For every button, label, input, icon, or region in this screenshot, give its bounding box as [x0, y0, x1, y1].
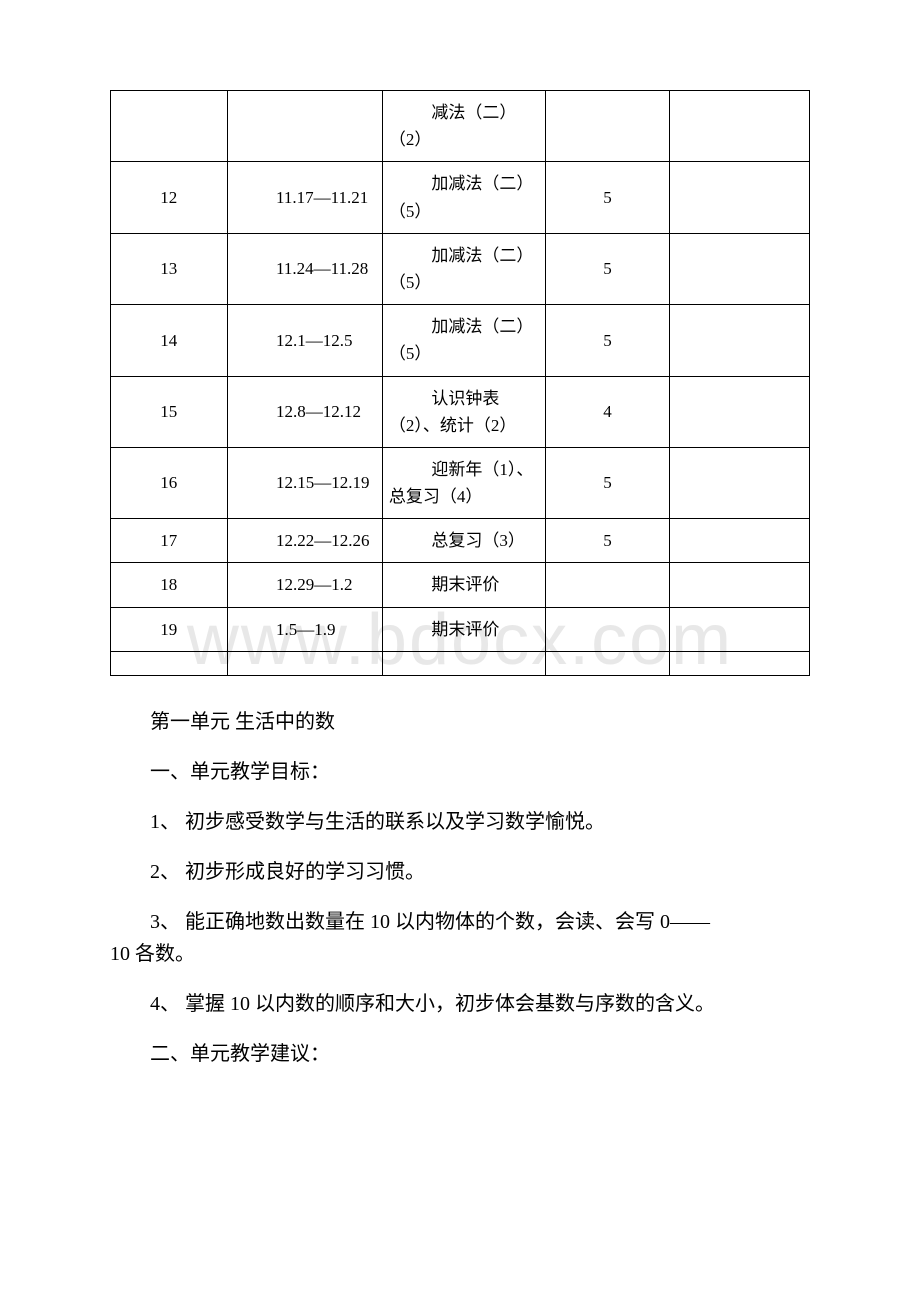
cell-note	[670, 447, 810, 518]
cell-week: 12	[111, 162, 228, 233]
cell-hours	[545, 91, 669, 162]
heading-suggestions: 二、单元教学建议：	[110, 1038, 810, 1070]
table-row: 15 12.8—12.12 认识钟表（2）、统计（2） 4	[111, 376, 810, 447]
heading-objectives: 一、单元教学目标：	[110, 756, 810, 788]
cell-note	[670, 519, 810, 563]
cell-date: 11.17—11.21	[227, 162, 382, 233]
table-row: 13 11.24—11.28 加减法（二）（5） 5	[111, 233, 810, 304]
cell-date: 12.15—12.19	[227, 447, 382, 518]
cell-note	[670, 305, 810, 376]
table-row-empty	[111, 651, 810, 675]
cell-date: 12.29—1.2	[227, 563, 382, 607]
cell-note	[670, 162, 810, 233]
objective-item-continue: 10 各数。	[110, 938, 810, 970]
objective-item: 2、 初步形成良好的学习习惯。	[110, 856, 810, 888]
cell-date: 12.22—12.26	[227, 519, 382, 563]
cell-empty	[545, 651, 669, 675]
cell-content: 认识钟表（2）、统计（2）	[382, 376, 545, 447]
cell-week: 15	[111, 376, 228, 447]
cell-content: 期末评价	[382, 607, 545, 651]
cell-week: 17	[111, 519, 228, 563]
cell-date: 1.5—1.9	[227, 607, 382, 651]
objective-item: 4、 掌握 10 以内数的顺序和大小，初步体会基数与序数的含义。	[110, 988, 810, 1020]
cell-week: 18	[111, 563, 228, 607]
table-row: 12 11.17—11.21 加减法（二）（5） 5	[111, 162, 810, 233]
table-row: 减法（二）（2）	[111, 91, 810, 162]
schedule-table-wrapper: 减法（二）（2） 12 11.17—11.21 加减法（二）（5） 5 13 1…	[110, 90, 810, 676]
cell-week: 13	[111, 233, 228, 304]
cell-empty	[670, 651, 810, 675]
cell-hours	[545, 607, 669, 651]
cell-hours: 5	[545, 233, 669, 304]
cell-content: 总复习（3）	[382, 519, 545, 563]
cell-content: 加减法（二）（5）	[382, 233, 545, 304]
cell-hours	[545, 563, 669, 607]
cell-empty	[227, 651, 382, 675]
cell-note	[670, 91, 810, 162]
cell-date	[227, 91, 382, 162]
table-row: 19 1.5—1.9 期末评价	[111, 607, 810, 651]
objective-item: 1、 初步感受数学与生活的联系以及学习数学愉悦。	[110, 806, 810, 838]
cell-week: 14	[111, 305, 228, 376]
table-row: 17 12.22—12.26 总复习（3） 5	[111, 519, 810, 563]
cell-hours: 4	[545, 376, 669, 447]
cell-note	[670, 563, 810, 607]
cell-hours: 5	[545, 162, 669, 233]
table-row: 18 12.29—1.2 期末评价	[111, 563, 810, 607]
cell-date: 12.1—12.5	[227, 305, 382, 376]
cell-content: 加减法（二）（5）	[382, 305, 545, 376]
cell-empty	[111, 651, 228, 675]
cell-week	[111, 91, 228, 162]
schedule-table: 减法（二）（2） 12 11.17—11.21 加减法（二）（5） 5 13 1…	[110, 90, 810, 676]
cell-content: 加减法（二）（5）	[382, 162, 545, 233]
cell-hours: 5	[545, 519, 669, 563]
cell-week: 16	[111, 447, 228, 518]
table-row: 14 12.1—12.5 加减法（二）（5） 5	[111, 305, 810, 376]
cell-content: 期末评价	[382, 563, 545, 607]
table-row: 16 12.15—12.19 迎新年（1）、总复习（4） 5	[111, 447, 810, 518]
cell-note	[670, 607, 810, 651]
unit-title: 第一单元 生活中的数	[110, 706, 810, 738]
cell-empty	[382, 651, 545, 675]
cell-date: 11.24—11.28	[227, 233, 382, 304]
cell-note	[670, 233, 810, 304]
cell-note	[670, 376, 810, 447]
cell-content: 减法（二）（2）	[382, 91, 545, 162]
content-section: 第一单元 生活中的数 一、单元教学目标： 1、 初步感受数学与生活的联系以及学习…	[110, 706, 810, 1070]
cell-date: 12.8—12.12	[227, 376, 382, 447]
cell-hours: 5	[545, 447, 669, 518]
cell-week: 19	[111, 607, 228, 651]
objective-item: 3、 能正确地数出数量在 10 以内物体的个数，会读、会写 0——	[110, 906, 810, 938]
cell-content: 迎新年（1）、总复习（4）	[382, 447, 545, 518]
cell-hours: 5	[545, 305, 669, 376]
